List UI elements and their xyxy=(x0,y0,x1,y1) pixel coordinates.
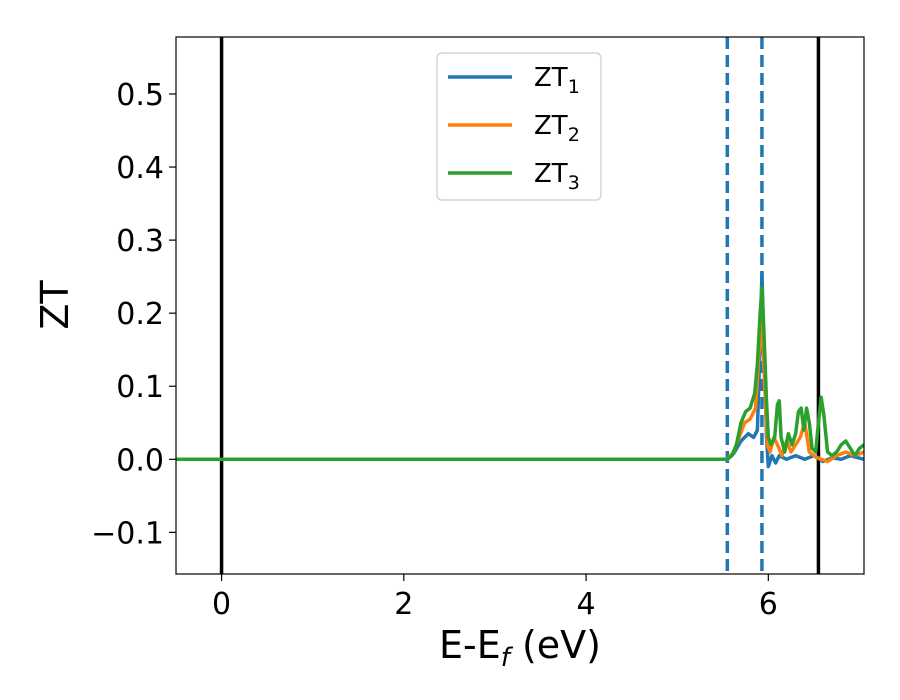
y-tick-label-0: −0.1 xyxy=(91,516,164,551)
y-tick-label-3: 0.2 xyxy=(116,297,164,332)
plot-frame xyxy=(175,36,865,575)
y-tick-label-1: 0.0 xyxy=(116,443,164,478)
y-tick-label-4: 0.3 xyxy=(116,224,164,259)
x-tick-label-1: 2 xyxy=(394,587,413,622)
y-axis-label: ZT xyxy=(33,280,77,330)
legend-label-base-2: ZT xyxy=(534,111,568,141)
legend-label-2: ZT2 xyxy=(534,111,580,146)
y-tick-label-6: 0.5 xyxy=(116,78,164,113)
legend-label-base-3: ZT xyxy=(534,159,568,189)
reference-lines xyxy=(219,37,821,574)
series-line-2 xyxy=(176,311,864,464)
x-axis-label-main: E-E xyxy=(439,623,501,667)
legend-box xyxy=(436,52,602,201)
x-axis-label-unit: (eV) xyxy=(510,623,601,667)
x-axis: 0 2 4 6 xyxy=(212,574,778,622)
legend-label-base-1: ZT xyxy=(534,63,568,93)
series-line-3 xyxy=(176,285,864,462)
y-tick-label-2: 0.1 xyxy=(116,370,164,405)
y-tick-label-5: 0.4 xyxy=(116,151,164,186)
legend-label-1: ZT1 xyxy=(534,63,580,98)
legend-label-sub-3: 3 xyxy=(568,172,580,194)
x-axis-label: E-Ef (eV) xyxy=(439,623,601,673)
x-tick-label-3: 6 xyxy=(759,587,778,622)
series-layer xyxy=(176,271,864,469)
legend-label-sub-2: 2 xyxy=(568,124,580,146)
y-axis: −0.1 0.0 0.1 0.2 0.3 0.4 0.5 xyxy=(91,78,176,551)
x-tick-label-0: 0 xyxy=(212,587,231,622)
x-tick-label-2: 4 xyxy=(577,587,596,622)
legend-label-sub-1: 1 xyxy=(568,76,580,98)
legend-label-3: ZT3 xyxy=(534,159,580,194)
